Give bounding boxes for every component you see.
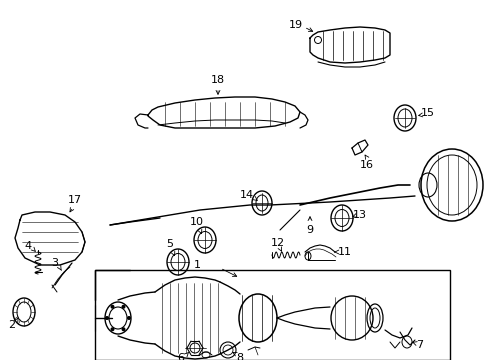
Text: 7: 7 bbox=[416, 340, 423, 350]
Text: 18: 18 bbox=[210, 75, 224, 85]
Text: 9: 9 bbox=[306, 225, 313, 235]
Circle shape bbox=[121, 305, 125, 309]
Text: 15: 15 bbox=[420, 108, 434, 118]
Text: 5: 5 bbox=[166, 239, 173, 249]
Text: 11: 11 bbox=[337, 247, 351, 257]
Text: 19: 19 bbox=[288, 20, 303, 30]
Text: 1: 1 bbox=[193, 260, 200, 270]
Text: 14: 14 bbox=[240, 190, 254, 200]
Text: 10: 10 bbox=[190, 217, 203, 227]
Text: 3: 3 bbox=[51, 258, 59, 268]
Circle shape bbox=[110, 327, 114, 331]
Text: 4: 4 bbox=[24, 241, 32, 251]
Circle shape bbox=[127, 316, 131, 320]
Text: 17: 17 bbox=[68, 195, 82, 205]
Text: 13: 13 bbox=[352, 210, 366, 220]
Bar bbox=[95, 270, 449, 360]
Circle shape bbox=[121, 327, 125, 331]
Circle shape bbox=[105, 316, 109, 320]
Text: 6: 6 bbox=[177, 353, 184, 360]
Text: 16: 16 bbox=[359, 160, 373, 170]
Text: 8: 8 bbox=[236, 353, 243, 360]
Text: 12: 12 bbox=[270, 238, 285, 248]
Text: 2: 2 bbox=[8, 320, 16, 330]
Circle shape bbox=[110, 305, 114, 309]
